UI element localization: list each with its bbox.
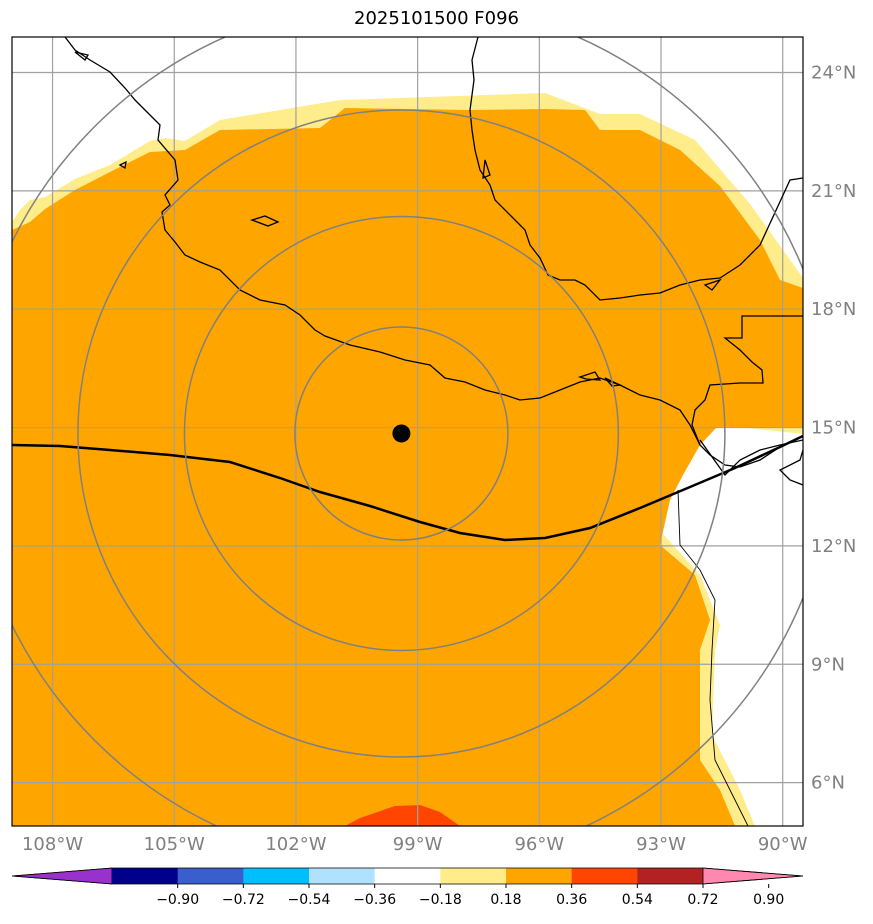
lon-tick-label: 90°W xyxy=(758,834,808,855)
map-plot-area xyxy=(12,37,803,826)
colorbar: −0.90 −0.72 −0.54 −0.36 −0.18 0.18 0.36 0.54 0.7… xyxy=(11,867,804,908)
range-ring xyxy=(77,109,726,758)
colorbar-tick-label: −0.90 xyxy=(156,892,199,908)
border-mexico-guatemala xyxy=(691,315,803,446)
colorbar-tick-label: −0.18 xyxy=(419,892,462,908)
colorbar-bin xyxy=(177,868,244,884)
storm-track-line xyxy=(12,434,803,542)
lat-tick-label: 18°N xyxy=(811,299,856,320)
longitude-tick-labels: 108°W 105°W 102°W 99°W 96°W 93°W 90°W xyxy=(22,834,808,855)
coastline-offshore xyxy=(677,489,749,826)
colorbar-bin xyxy=(112,868,179,884)
country-borders xyxy=(691,315,803,446)
lat-tick-label: 6°N xyxy=(811,773,845,794)
colorbar-tick-label: 0.90 xyxy=(753,892,784,908)
range-ring xyxy=(294,326,509,541)
lon-tick-label: 102°W xyxy=(265,834,326,855)
colorbar-bin xyxy=(440,868,507,884)
colorbar-bin xyxy=(571,868,638,884)
colorbar-bin xyxy=(506,868,573,884)
colorbar-tick-label: −0.72 xyxy=(222,892,265,908)
lat-tick-label: 24°N xyxy=(811,63,856,84)
map-title: 2025101500 F096 xyxy=(354,8,519,29)
range-rings xyxy=(12,37,803,826)
coastline-gulf-mexico xyxy=(469,37,803,301)
lon-tick-label: 96°W xyxy=(514,834,564,855)
colorbar-tick-label: 0.18 xyxy=(490,892,521,908)
center-marker xyxy=(392,424,411,443)
colorbar-extend-high xyxy=(702,867,804,885)
colorbar-tick-label: 0.36 xyxy=(556,892,587,908)
range-ring xyxy=(183,215,620,652)
coastline-pacific-mexico xyxy=(64,37,803,468)
latitude-tick-labels: 6°N 9°N 12°N 15°N 18°N 21°N 24°N xyxy=(811,63,856,794)
colorbar-bin xyxy=(243,868,310,884)
colorbar-bin xyxy=(374,868,441,884)
island-3 xyxy=(118,160,127,170)
lon-tick-label: 93°W xyxy=(636,834,686,855)
colorbar-tick-label: 0.54 xyxy=(622,892,653,908)
island-1 xyxy=(249,215,280,227)
axes-frame xyxy=(11,36,804,827)
island-5 xyxy=(577,371,602,381)
colorbar-outline xyxy=(11,867,804,885)
lat-tick-label: 15°N xyxy=(811,418,856,439)
island-2 xyxy=(74,51,90,61)
lon-tick-label: 108°W xyxy=(22,834,83,855)
colorbar-tick-label: −0.36 xyxy=(353,892,396,908)
lat-tick-label: 12°N xyxy=(811,536,856,557)
island-7 xyxy=(703,278,722,291)
colorbar-bin xyxy=(637,868,704,884)
lat-tick-label: 9°N xyxy=(811,654,845,675)
lon-tick-label: 99°W xyxy=(393,834,443,855)
field-high-patch xyxy=(345,805,460,826)
colorbar-bin xyxy=(309,868,376,884)
lat-tick-label: 21°N xyxy=(811,181,856,202)
colorbar-extend-low xyxy=(11,867,113,885)
lon-tick-label: 105°W xyxy=(144,834,205,855)
island-4 xyxy=(482,159,491,180)
colorbar-tick-label: −0.54 xyxy=(288,892,331,908)
coastlines xyxy=(64,37,803,826)
field-main-region xyxy=(12,108,803,826)
colorbar-tick-label: 0.72 xyxy=(687,892,718,908)
